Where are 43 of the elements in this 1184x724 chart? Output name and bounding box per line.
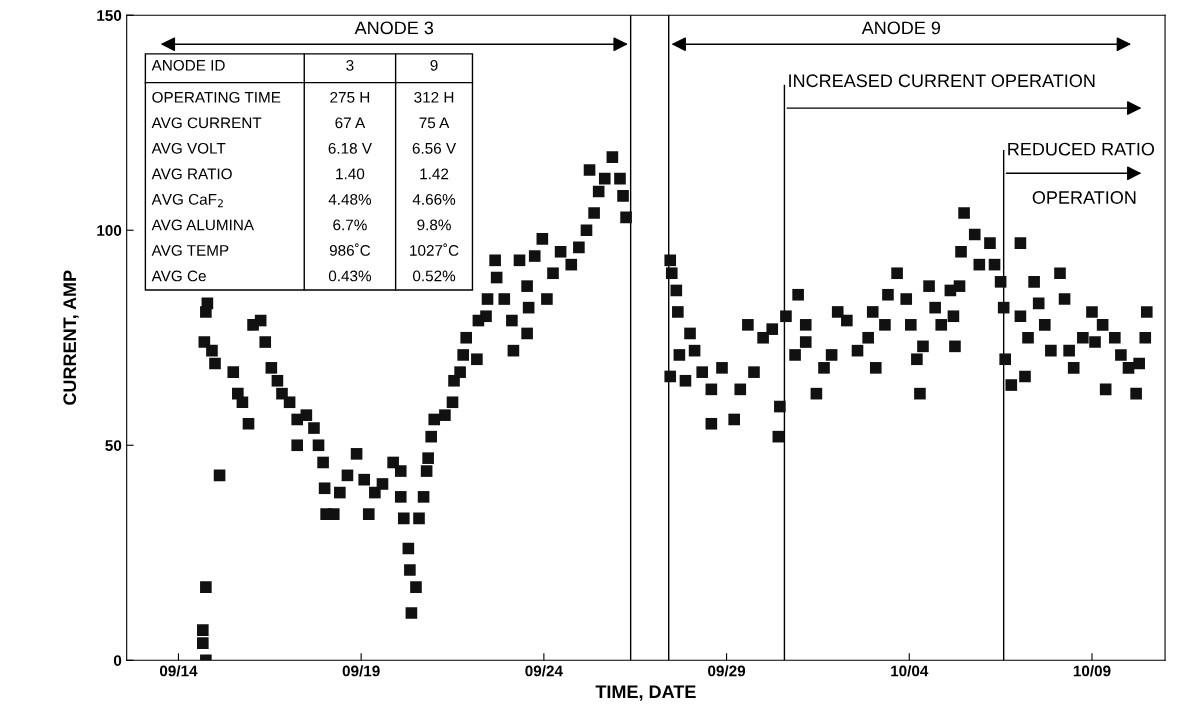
annotation: 1.42	[420, 168, 449, 180]
annotation: 9	[430, 59, 438, 71]
annotation: AVG Ce	[151, 270, 206, 282]
x-tick-label: 09/19	[342, 665, 380, 677]
annotation: 9.8%	[417, 219, 451, 231]
y-axis-title: CURRENT, AMP	[63, 270, 79, 405]
annotation: ANODE ID	[151, 59, 225, 71]
text: REDUCED RATIO OPERATION	[1008, 142, 1155, 204]
annotation: ANODE 3	[354, 21, 434, 35]
annotation: 6.7%	[333, 219, 367, 231]
annotation: 6.18 V	[328, 142, 372, 154]
y-tick-label: 100	[97, 225, 122, 236]
annotation: 0.52%	[412, 270, 456, 282]
annotation: 0.43%	[328, 270, 372, 282]
annotation: 4.66%	[412, 193, 456, 205]
x-tick-label: 10/04	[891, 665, 929, 677]
x-tick-label: 09/14	[159, 665, 198, 677]
ref-line-label: INCREASED CURRENT OPERATION	[789, 74, 1095, 88]
annotation: AVG VOLT	[151, 142, 226, 154]
annotation: 6.56 V	[412, 142, 457, 154]
annotation: 312 H	[414, 91, 454, 103]
x-tick-label: 09/29	[708, 665, 746, 677]
y-tick-label: 150	[97, 10, 122, 21]
annotation: 986˚C	[329, 243, 371, 256]
y-tick-label: 0	[113, 655, 122, 666]
annotation: 3	[346, 59, 354, 71]
annotation: AVG TEMP	[151, 245, 229, 256]
x-tick-label: 10/09	[1073, 665, 1111, 677]
annotation: 1027˚C	[410, 243, 459, 256]
annotation: 67 A	[335, 117, 366, 129]
annotation: 1.40	[336, 168, 365, 180]
annotation: AVG RATIO	[151, 168, 232, 180]
annotation: AVG CURRENT	[151, 117, 262, 129]
y-tick-label: 50	[105, 440, 122, 451]
annotation: AVG ALUMINA	[151, 219, 255, 231]
annotation: 4.48%	[328, 193, 372, 205]
annotation: ANODE 9	[861, 21, 941, 35]
annotation: AVG CaF$_{2}$	[151, 193, 223, 208]
annotation: 275 H	[330, 91, 370, 103]
x-axis-title: TIME, DATE	[595, 685, 696, 701]
annotation: OPERATING TIME	[152, 91, 281, 103]
x-tick-label: 09/24	[525, 665, 563, 677]
annotation: 75 A	[419, 117, 450, 129]
